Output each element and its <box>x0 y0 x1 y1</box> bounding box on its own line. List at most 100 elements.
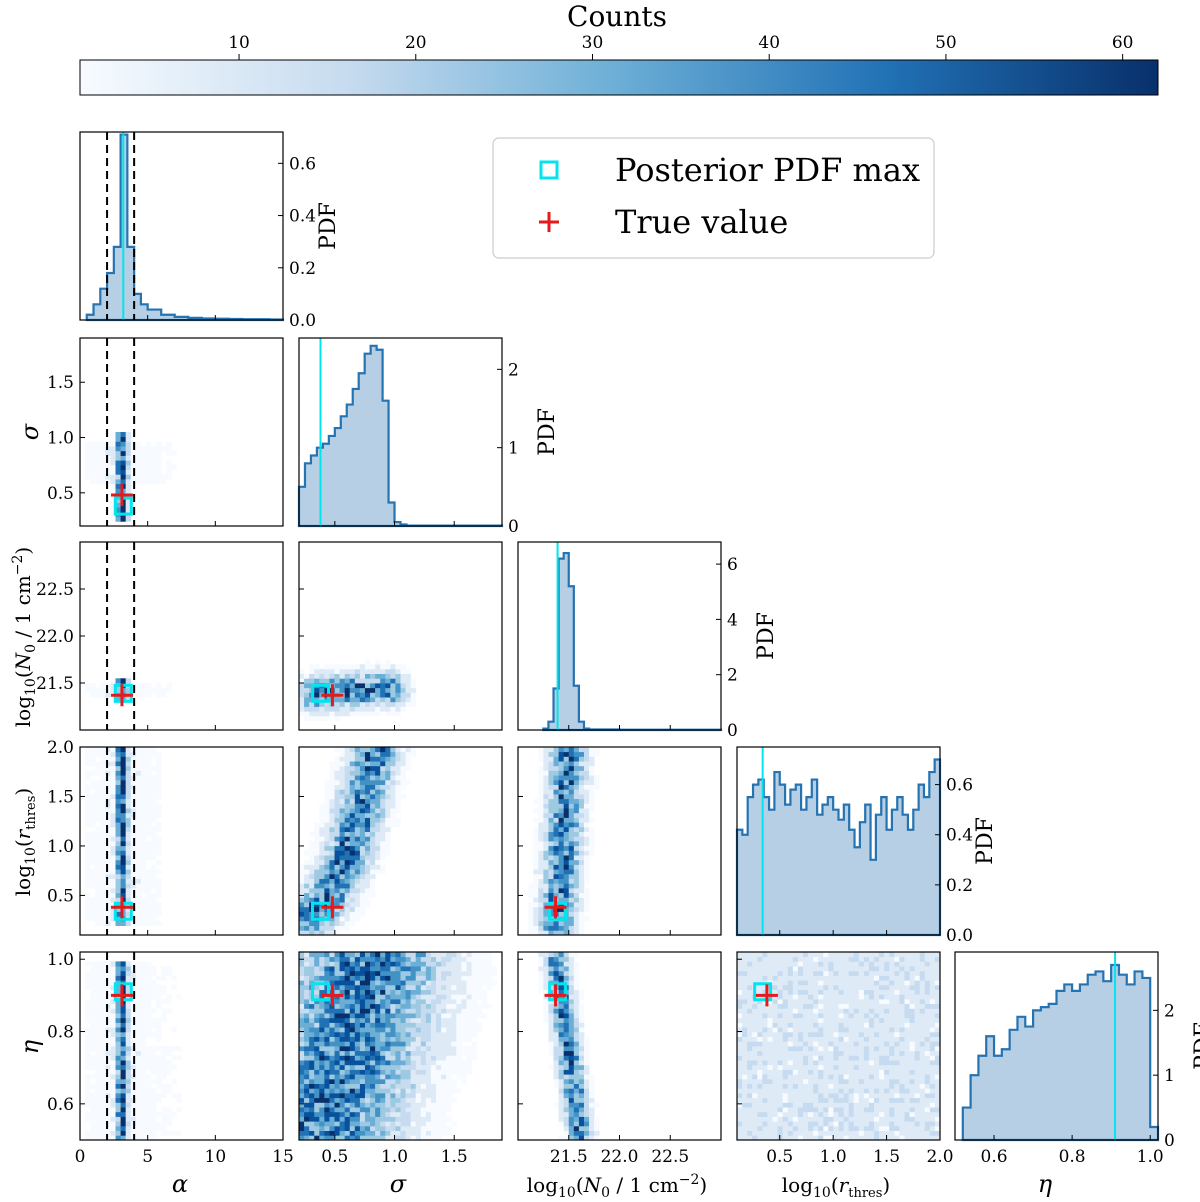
density-cell <box>115 1074 121 1080</box>
density-cell <box>329 1022 335 1028</box>
density-cell <box>430 1102 437 1108</box>
density-cell <box>528 930 534 936</box>
density-cell <box>344 1041 351 1047</box>
density-cell <box>125 761 132 767</box>
density-cell <box>395 770 401 776</box>
density-cell <box>415 1130 422 1136</box>
density-cell <box>752 1060 758 1066</box>
density-cell <box>145 845 152 851</box>
density-cell <box>380 831 386 837</box>
density-cell <box>299 1130 305 1136</box>
density-cell <box>156 784 162 790</box>
density-cell <box>380 1074 386 1080</box>
density-cell <box>95 469 101 475</box>
density-cell <box>752 1003 758 1009</box>
density-cell <box>558 930 565 936</box>
density-cell <box>145 1017 152 1023</box>
density-cell <box>415 1003 422 1009</box>
density-cell <box>573 984 580 990</box>
density-cell <box>380 1093 386 1099</box>
density-cell <box>319 930 325 936</box>
density-cell <box>334 873 340 879</box>
density-cell <box>344 775 351 781</box>
density-cell <box>436 975 442 981</box>
density-cell <box>752 970 758 976</box>
density-cell <box>568 845 575 851</box>
density-cell <box>334 747 340 753</box>
density-cell <box>747 956 753 962</box>
density-cell <box>135 1088 142 1094</box>
density-cell <box>140 1036 147 1042</box>
density-cell <box>100 980 106 986</box>
density-cell <box>471 1046 478 1052</box>
density-cell <box>90 761 96 767</box>
density-cell <box>446 1074 452 1080</box>
density-cell <box>543 850 549 856</box>
density-cell <box>441 980 447 986</box>
density-cell <box>370 1027 376 1033</box>
density-cell <box>319 706 325 712</box>
density-cell <box>395 975 401 981</box>
density-cell <box>309 1074 315 1080</box>
density-cell <box>370 664 376 670</box>
density-cell <box>140 1093 147 1099</box>
density-cell <box>135 794 142 800</box>
density-cell <box>782 1013 789 1019</box>
density-cell <box>334 711 340 717</box>
density-cell <box>767 999 773 1005</box>
density-cell <box>538 897 544 903</box>
density-cell <box>349 1083 356 1089</box>
density-cell <box>105 683 111 689</box>
density-cell <box>400 1083 406 1089</box>
density-cell <box>339 1083 346 1089</box>
density-cell <box>405 952 412 958</box>
density-cell <box>145 751 152 757</box>
density-cell <box>120 970 127 976</box>
density-cell <box>752 999 758 1005</box>
density-cell <box>349 692 356 698</box>
density-cell <box>349 1060 356 1066</box>
density-cell <box>309 930 315 936</box>
density-cell <box>767 1116 773 1122</box>
density-cell <box>436 1003 442 1009</box>
density-cell <box>425 1031 432 1037</box>
density-cell <box>125 1031 132 1037</box>
density-cell <box>390 765 396 771</box>
density-cell <box>344 673 351 679</box>
density-cell <box>115 1116 121 1122</box>
density-cell <box>329 794 335 800</box>
density-cell <box>370 1130 376 1136</box>
density-cell <box>375 1083 381 1089</box>
density-cell <box>329 920 335 926</box>
density-cell <box>782 1093 789 1099</box>
density-cell <box>548 770 554 776</box>
density-cell <box>548 756 554 762</box>
density-cell <box>334 930 340 936</box>
density-cell <box>471 989 478 995</box>
density-cell <box>324 1135 330 1141</box>
y-tick-label: 22.5 <box>36 580 74 600</box>
density-cell <box>370 975 376 981</box>
density-cell <box>339 1055 346 1061</box>
density-cell <box>100 747 106 753</box>
density-cell <box>370 845 376 851</box>
density-cell <box>151 446 157 452</box>
density-cell <box>319 925 325 931</box>
density-cell <box>344 1036 351 1042</box>
density-cell <box>314 845 320 851</box>
density-cell <box>140 765 147 771</box>
density-cell <box>405 956 412 962</box>
density-cell <box>145 756 152 762</box>
density-cell <box>115 432 121 438</box>
density-cell <box>573 794 580 800</box>
density-cell <box>125 1078 132 1084</box>
density-cell <box>400 1102 406 1108</box>
density-cell <box>334 683 340 689</box>
density-cell <box>120 873 127 879</box>
density-cell <box>578 1017 585 1023</box>
density-cell <box>145 446 152 452</box>
density-cell <box>563 747 570 753</box>
density-cell <box>568 897 575 903</box>
density-cell <box>85 775 91 781</box>
density-cell <box>400 775 406 781</box>
